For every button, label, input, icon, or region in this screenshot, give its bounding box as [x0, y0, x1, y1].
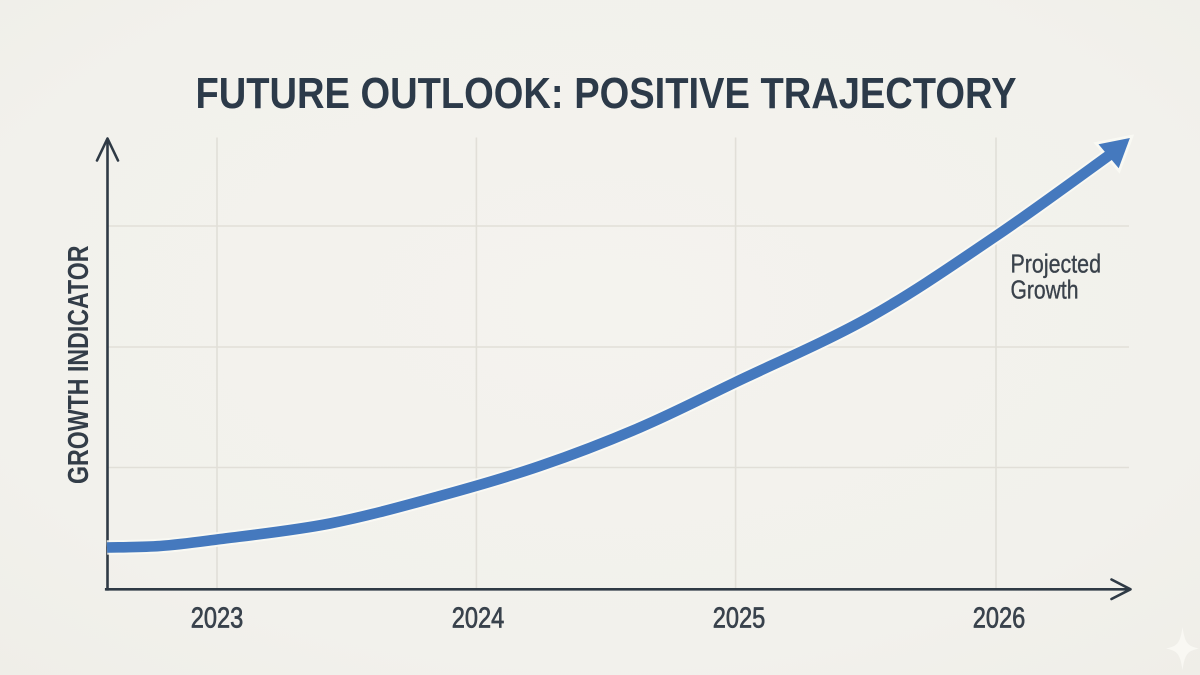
- svg-text:Projected: Projected: [1011, 249, 1102, 279]
- svg-text:Growth: Growth: [1011, 274, 1079, 304]
- svg-text:2023: 2023: [191, 603, 244, 635]
- svg-text:FUTURE OUTLOOK: POSITIVE TRAJE: FUTURE OUTLOOK: POSITIVE TRAJECTORY: [196, 69, 1017, 118]
- svg-text:2024: 2024: [452, 603, 505, 635]
- svg-text:2025: 2025: [713, 603, 766, 635]
- svg-text:GROWTH INDICATOR: GROWTH INDICATOR: [63, 245, 95, 484]
- svg-text:2026: 2026: [973, 603, 1026, 635]
